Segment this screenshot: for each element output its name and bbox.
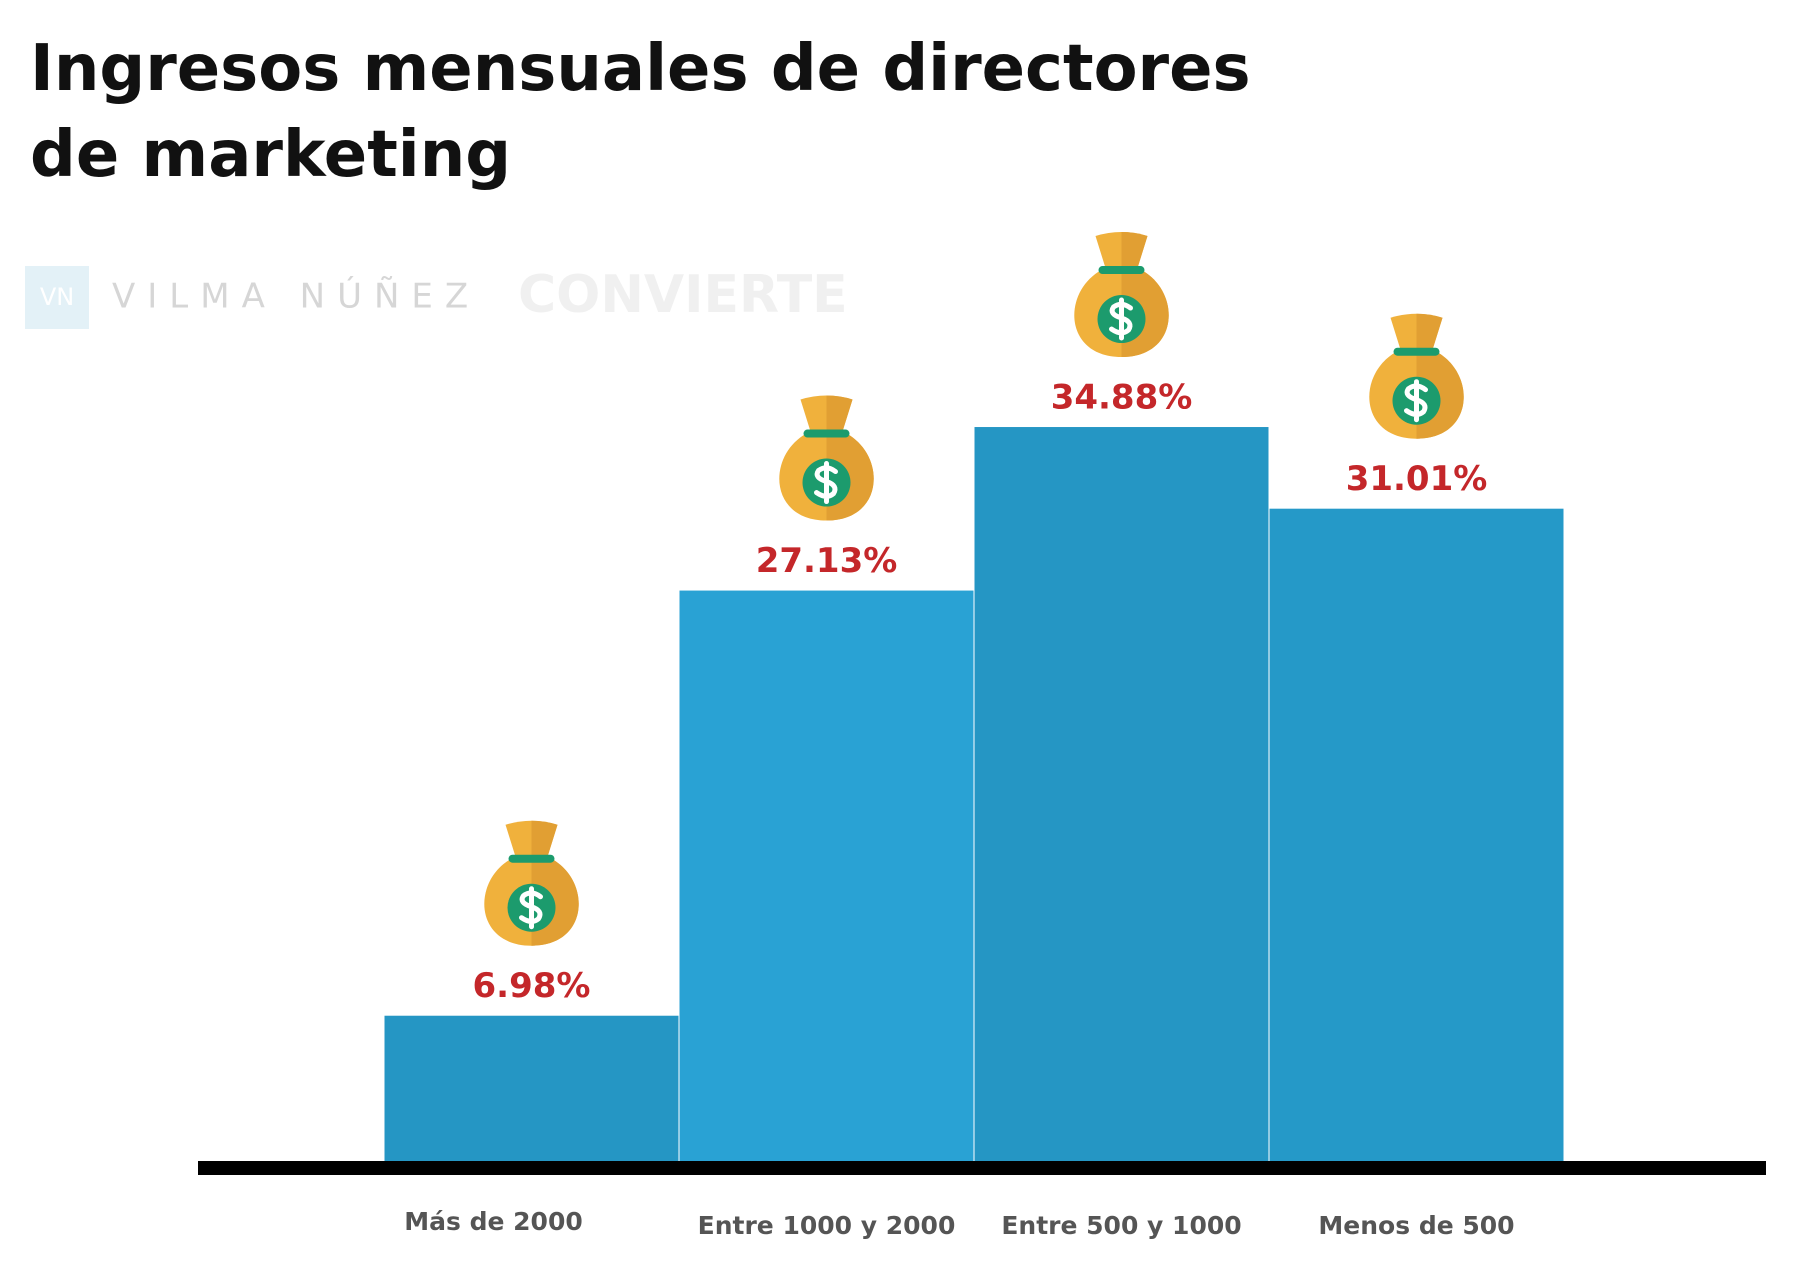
- chart-title: Ingresos mensuales de directores de mark…: [30, 32, 1251, 192]
- x-tick-label: Menos de 500: [1318, 1211, 1514, 1240]
- value-label: 6.98%: [473, 966, 591, 1006]
- bar: [1269, 508, 1564, 1164]
- watermark: VILMA NÚÑEZ: [112, 276, 480, 317]
- dollar-sign: [1404, 379, 1428, 423]
- money-bag-icon: [1074, 232, 1169, 358]
- money-bag-icon: [779, 395, 874, 521]
- bag-top-shade: [1121, 232, 1148, 269]
- bag-tie: [1098, 266, 1145, 275]
- x-tick-label: Entre 500 y 1000: [1001, 1211, 1241, 1240]
- bar: [974, 427, 1269, 1164]
- x-tick-label: Más de 2000: [404, 1207, 582, 1236]
- dollar-sign: [1109, 297, 1133, 341]
- bag-top-shade: [826, 395, 853, 432]
- value-label: 34.88%: [1051, 378, 1193, 418]
- watermark: CONVIERTE: [518, 265, 848, 325]
- bar: [679, 590, 974, 1163]
- watermark: VN: [40, 283, 74, 311]
- bag-tie: [1393, 347, 1440, 356]
- value-label: 27.13%: [756, 541, 898, 581]
- bar: [384, 1015, 679, 1163]
- value-label: 31.01%: [1346, 459, 1488, 499]
- money-bag-icon: [484, 820, 579, 946]
- bag-top-shade: [1416, 313, 1443, 350]
- money-bag-icon: [1369, 313, 1464, 439]
- dollar-sign: [814, 461, 838, 505]
- bag-top-shade: [531, 820, 558, 857]
- dollar-sign: [519, 886, 543, 930]
- x-axis-line: [198, 1161, 1766, 1175]
- bag-tie: [508, 854, 555, 863]
- x-tick-label: Entre 1000 y 2000: [698, 1211, 956, 1240]
- bag-tie: [803, 429, 850, 438]
- logo-box: [25, 266, 89, 329]
